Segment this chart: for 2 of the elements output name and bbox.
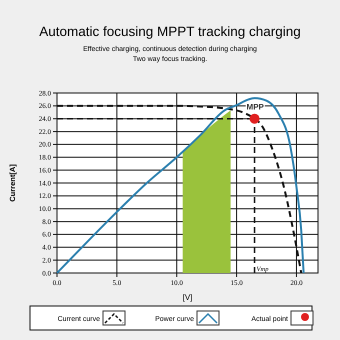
x-axis-title: [V] [182, 293, 192, 302]
chart-title: Automatic focusing MPPT tracking charging [39, 24, 301, 39]
